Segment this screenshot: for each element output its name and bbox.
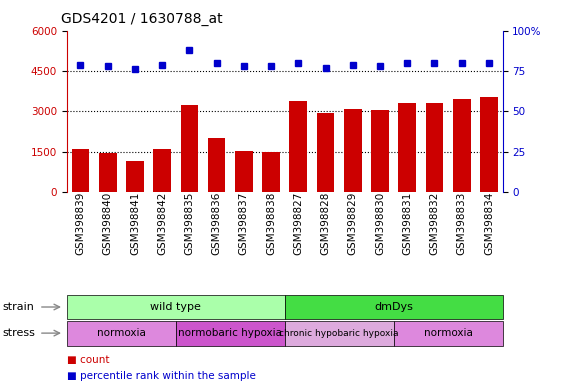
Bar	[126, 161, 144, 192]
Bar	[71, 149, 89, 192]
Text: GSM398842: GSM398842	[157, 192, 167, 255]
Text: normoxia: normoxia	[97, 328, 146, 338]
Text: GDS4201 / 1630788_at: GDS4201 / 1630788_at	[61, 12, 223, 25]
Text: GSM398837: GSM398837	[239, 192, 249, 255]
Text: GSM398830: GSM398830	[375, 192, 385, 255]
Text: GSM398833: GSM398833	[457, 192, 467, 255]
Bar	[399, 103, 416, 192]
Text: GSM398828: GSM398828	[321, 192, 331, 255]
Text: normoxia: normoxia	[424, 328, 472, 338]
Text: strain: strain	[3, 302, 35, 312]
Text: wild type: wild type	[150, 302, 201, 312]
Text: GSM398832: GSM398832	[429, 192, 439, 255]
Bar	[289, 101, 307, 192]
Bar	[99, 153, 117, 192]
Text: stress: stress	[3, 328, 36, 338]
Bar	[153, 149, 171, 192]
Bar	[480, 96, 498, 192]
Text: GSM398829: GSM398829	[348, 192, 358, 255]
Text: GSM398836: GSM398836	[211, 192, 221, 255]
Text: GSM398840: GSM398840	[103, 192, 113, 255]
Text: GSM398838: GSM398838	[266, 192, 276, 255]
Text: normobaric hypoxia: normobaric hypoxia	[178, 328, 282, 338]
Bar	[181, 104, 198, 192]
Text: GSM398841: GSM398841	[130, 192, 140, 255]
Bar	[371, 110, 389, 192]
Bar	[235, 151, 253, 192]
Text: GSM398835: GSM398835	[184, 192, 195, 255]
Text: GSM398834: GSM398834	[484, 192, 494, 255]
Text: ■ count: ■ count	[67, 355, 109, 365]
Text: chronic hypobaric hypoxia: chronic hypobaric hypoxia	[279, 329, 399, 338]
Text: GSM398831: GSM398831	[402, 192, 413, 255]
Bar	[344, 109, 361, 192]
Text: GSM398839: GSM398839	[76, 192, 85, 255]
Text: GSM398827: GSM398827	[293, 192, 303, 255]
Bar	[453, 99, 471, 192]
Text: ■ percentile rank within the sample: ■ percentile rank within the sample	[67, 371, 256, 381]
Bar	[426, 103, 443, 192]
Text: dmDys: dmDys	[374, 302, 413, 312]
Bar	[208, 138, 225, 192]
Bar	[317, 113, 335, 192]
Bar	[262, 152, 280, 192]
